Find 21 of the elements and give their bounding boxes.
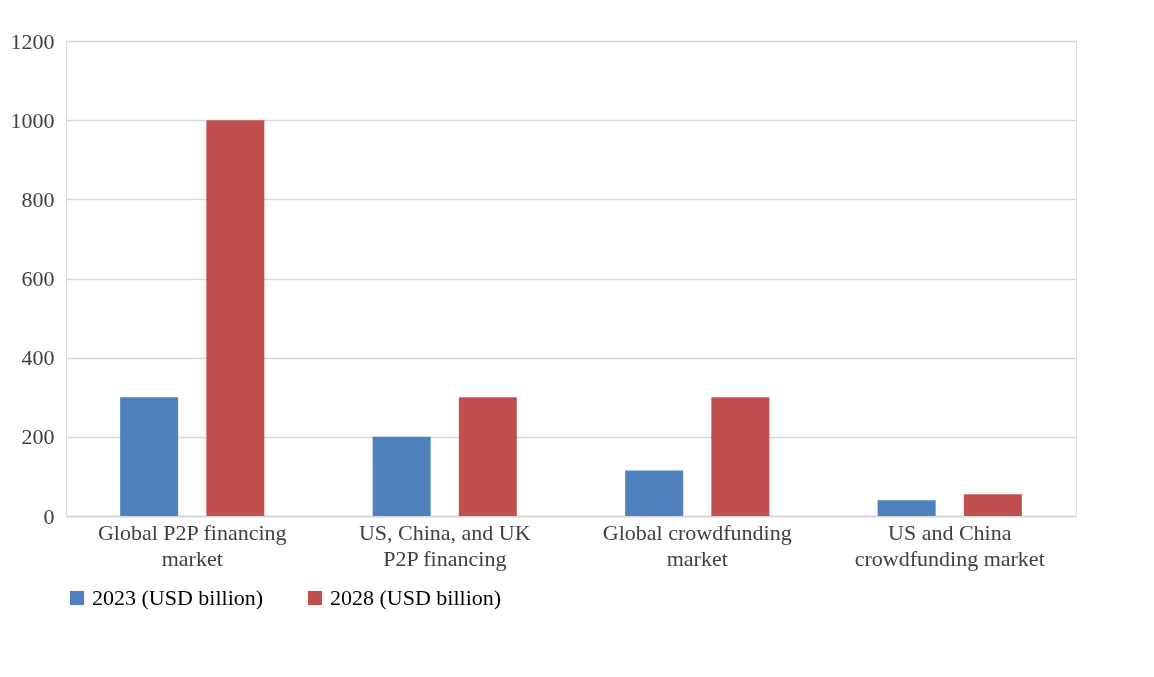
y-tick-label: 1200	[10, 28, 55, 54]
legend-label: 2028 (USD billion)	[330, 585, 502, 610]
y-tick-label: 600	[21, 266, 55, 291]
x-tick-label: Global P2P financing market	[97, 519, 287, 571]
y-tick-label: 800	[21, 186, 55, 212]
x-tick-label: US, China, and UK P2P financing	[358, 519, 531, 571]
y-tick-label: 400	[21, 345, 55, 371]
x-tick-label: US and China crowdfunding market	[854, 519, 1045, 571]
bar	[963, 494, 1022, 516]
bar	[206, 120, 265, 516]
y-tick-label: 1000	[10, 107, 55, 133]
bar	[711, 397, 770, 516]
bar	[877, 500, 936, 516]
bar	[625, 470, 684, 516]
legend-label: 2023 (USD billion)	[92, 585, 264, 610]
y-tick-label: 0	[43, 503, 55, 529]
bar	[458, 397, 517, 516]
bar	[372, 436, 431, 516]
x-tick-label: Global crowdfunding market	[602, 519, 792, 571]
bar	[120, 397, 179, 516]
y-tick-label: 200	[21, 424, 55, 450]
